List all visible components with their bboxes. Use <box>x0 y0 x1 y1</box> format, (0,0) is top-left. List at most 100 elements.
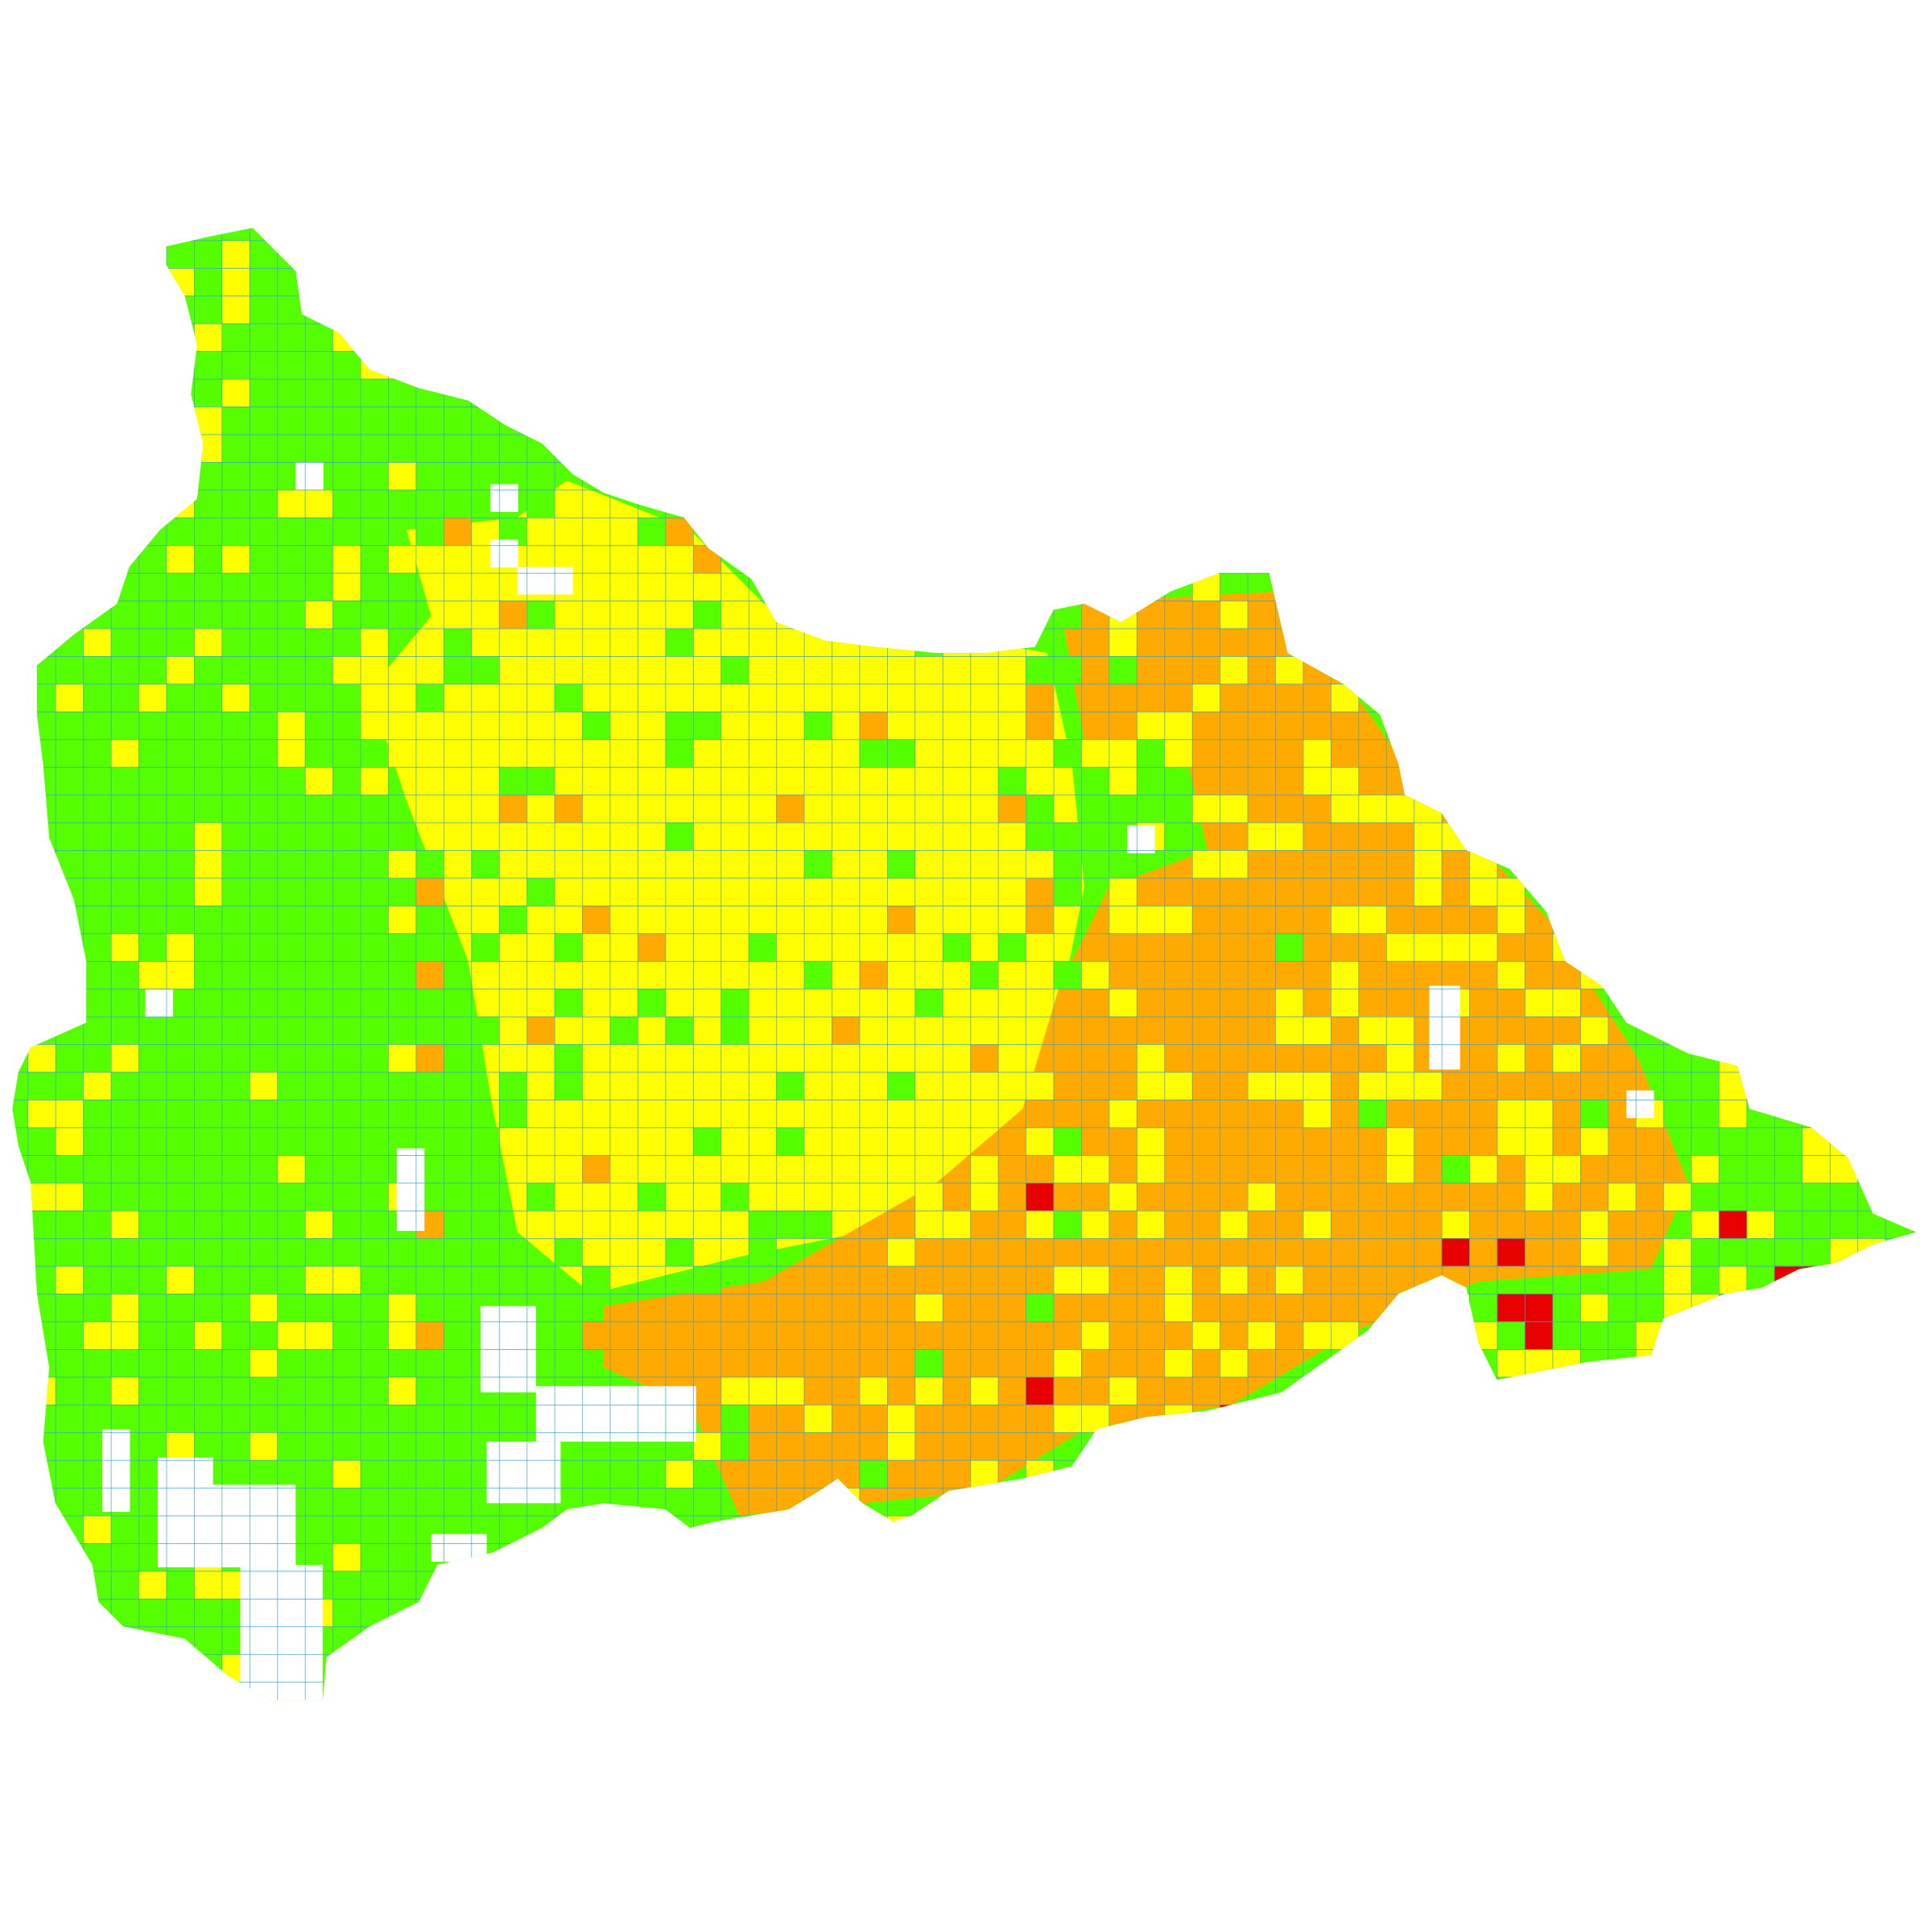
cell <box>1026 1626 1054 1654</box>
cell <box>638 323 666 352</box>
cell <box>1857 711 1885 740</box>
cell <box>1608 517 1636 546</box>
cell <box>1469 656 1497 684</box>
cell <box>1580 1515 1608 1544</box>
cell <box>1829 989 1858 1017</box>
cell <box>1414 407 1442 435</box>
cell <box>1774 407 1802 435</box>
cell <box>1469 489 1497 518</box>
cell <box>1358 267 1386 296</box>
cell <box>1913 628 1917 657</box>
cell <box>1220 1404 1248 1433</box>
cell <box>1690 628 1719 657</box>
cell <box>444 351 472 379</box>
cell <box>1053 351 1082 379</box>
cell <box>1663 1543 1691 1571</box>
cell <box>582 1682 610 1701</box>
cell <box>1469 1543 1497 1571</box>
cell <box>803 601 832 629</box>
cell <box>1108 1598 1137 1627</box>
cell <box>1774 1626 1802 1654</box>
cell <box>1857 545 1885 573</box>
cell <box>665 1626 693 1654</box>
cell <box>1331 461 1359 490</box>
cell <box>1829 1321 1858 1350</box>
cell <box>1331 267 1359 296</box>
cell <box>1469 628 1497 657</box>
cell <box>609 1571 638 1599</box>
cell <box>1247 1682 1276 1701</box>
cell <box>1802 1321 1830 1350</box>
cell <box>1331 572 1359 601</box>
cell <box>720 1682 749 1701</box>
cell <box>1635 877 1664 906</box>
cell <box>1441 1432 1470 1460</box>
cell <box>1663 739 1691 767</box>
cell <box>1608 240 1636 268</box>
cell <box>1774 960 1802 989</box>
cell <box>55 960 84 989</box>
cell <box>1108 1543 1137 1571</box>
cell <box>1608 656 1636 684</box>
cell <box>1580 1459 1608 1488</box>
cell <box>1774 323 1802 352</box>
cell <box>1358 1404 1386 1433</box>
cell <box>887 295 915 324</box>
cell <box>970 1682 998 1701</box>
cell <box>1690 545 1719 573</box>
cell <box>1525 1626 1553 1654</box>
cell <box>1829 517 1858 546</box>
cell <box>1164 489 1192 518</box>
cell <box>1608 1459 1636 1488</box>
cell <box>1913 1432 1917 1460</box>
cell <box>1719 1543 1747 1571</box>
cell <box>1275 572 1303 601</box>
cell <box>942 461 971 490</box>
cell <box>27 1682 56 1701</box>
cell <box>1525 711 1553 740</box>
cell <box>997 407 1026 435</box>
cell <box>1690 933 1719 961</box>
cell <box>887 1682 915 1701</box>
cell <box>1690 850 1719 878</box>
cell <box>1358 1598 1386 1627</box>
cell <box>1441 1377 1470 1405</box>
cell <box>1358 240 1386 268</box>
cell <box>1469 1571 1497 1599</box>
cell <box>1580 240 1608 268</box>
cell <box>1635 240 1664 268</box>
cell <box>1663 822 1691 851</box>
cell <box>1635 323 1664 352</box>
cell <box>1525 1432 1553 1460</box>
cell <box>1746 1404 1775 1433</box>
cell <box>1857 517 1885 546</box>
cell <box>1829 739 1858 767</box>
cell <box>1690 1016 1719 1045</box>
cell <box>914 1682 943 1701</box>
cell <box>1885 572 1913 601</box>
cell <box>471 323 499 352</box>
cell <box>1885 711 1913 740</box>
cell <box>997 1543 1026 1571</box>
cell <box>1690 1543 1719 1571</box>
cell <box>1746 766 1775 795</box>
cell <box>1746 1459 1775 1488</box>
cell <box>1191 1515 1220 1544</box>
cell <box>1829 1265 1858 1294</box>
cell <box>1385 434 1414 462</box>
cell <box>27 1598 56 1627</box>
cell <box>665 1571 693 1599</box>
cell <box>1857 1571 1885 1599</box>
cell <box>1690 267 1719 296</box>
cell <box>1580 1404 1608 1433</box>
cell <box>1164 434 1192 462</box>
cell <box>1719 1432 1747 1460</box>
cell <box>1469 683 1497 712</box>
cell <box>1913 989 1917 1017</box>
cell <box>1719 434 1747 462</box>
cell <box>110 434 139 462</box>
cell <box>1829 656 1858 684</box>
cell <box>1580 1488 1608 1516</box>
cell <box>1552 1488 1581 1516</box>
cell <box>1857 1404 1885 1433</box>
